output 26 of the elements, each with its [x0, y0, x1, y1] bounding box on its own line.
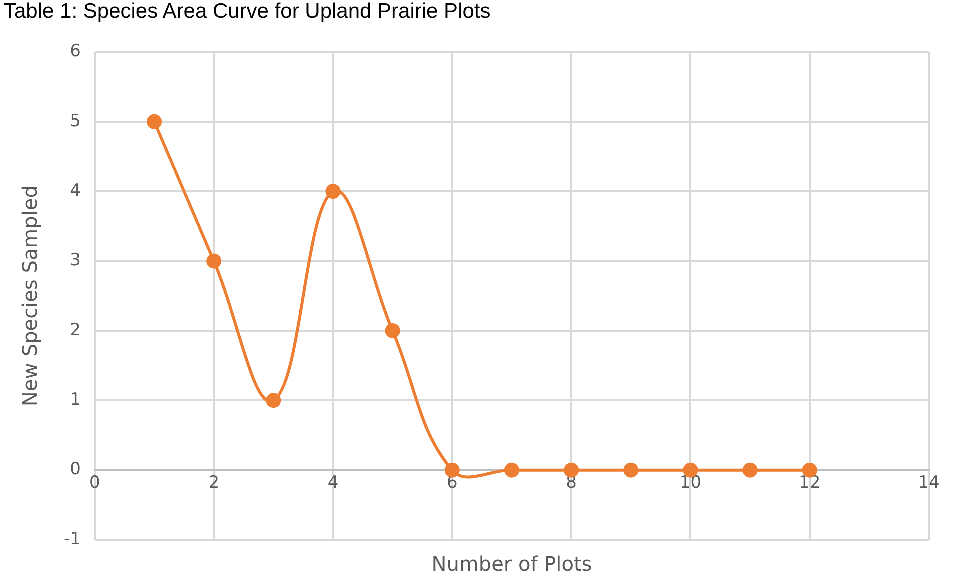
y-axis-title: New Species Sampled [18, 186, 42, 407]
point [564, 462, 580, 478]
point [504, 462, 520, 478]
y-tick-label: 4 [70, 180, 81, 201]
x-axis-title: Number of Plots [432, 552, 592, 576]
point [266, 393, 282, 408]
y-tick-label: 6 [70, 42, 81, 62]
x-tick-label: 14 [918, 472, 940, 493]
x-tick-label: 4 [328, 472, 339, 493]
point [444, 462, 460, 478]
y-tick-label: 5 [70, 111, 81, 132]
y-tick-label: 1 [70, 390, 81, 410]
point [624, 462, 639, 478]
point [742, 462, 758, 478]
y-tick-label: 3 [70, 250, 81, 271]
x-tick-label: 0 [90, 472, 100, 493]
y-tick-label: 2 [70, 320, 81, 340]
point [147, 114, 162, 130]
point [206, 254, 222, 269]
x-tick-label: 10 [680, 472, 702, 493]
y-tick-label: 0 [70, 460, 81, 480]
chart-title: Table 1: Species Area Curve for Upland Prairie Plots [3, 0, 492, 24]
x-tick-label: 2 [208, 472, 220, 493]
point [326, 184, 341, 200]
point [385, 323, 400, 338]
y-tick-label: -1 [64, 529, 81, 550]
